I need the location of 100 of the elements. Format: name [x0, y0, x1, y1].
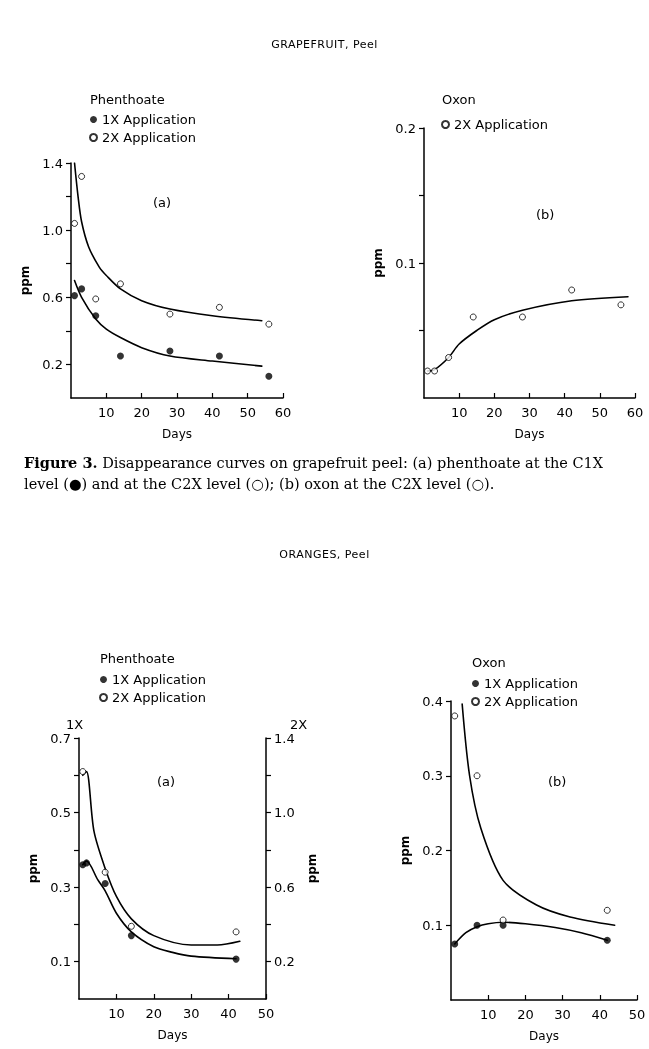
y-axis-title: ppm: [371, 248, 386, 278]
point: [518, 313, 526, 321]
annotation: (b): [536, 207, 555, 222]
point: [232, 928, 240, 936]
legend-label: 2X Application: [102, 130, 196, 145]
y-tick-label: 0.3: [50, 879, 71, 895]
x-tick-label: 20: [133, 405, 150, 420]
point: [451, 712, 459, 720]
x-axis-title: Days: [157, 1028, 188, 1042]
x-tick-label: 20: [145, 1006, 163, 1021]
y-tick-label: 1.4: [42, 155, 63, 171]
point: [568, 286, 576, 294]
legend-title: Phenthoate: [90, 92, 165, 107]
text: GRAPEFRUIT, Peel: [270, 38, 379, 51]
x-axis-title: Days: [529, 1029, 559, 1043]
x-tick-label: 50: [591, 405, 609, 420]
point: [603, 936, 611, 944]
x-tick-label: 30: [554, 1007, 571, 1022]
y-tick-label: 0.1: [395, 255, 416, 271]
y2-tick-label: 1.0: [274, 805, 295, 821]
point: [473, 921, 481, 929]
y-tick-label: 0.3: [422, 768, 443, 784]
line-series: [73, 279, 263, 367]
x-tick-label: 10: [479, 1007, 497, 1022]
text: ORANGES, Peel: [278, 548, 371, 561]
x-tick-label: 10: [108, 1006, 125, 1021]
y-tick-label: 0.1: [50, 954, 71, 970]
legend-label: 2X Application: [484, 694, 578, 709]
x-axis-title: Days: [162, 427, 192, 441]
x-tick-label: 30: [182, 1006, 200, 1021]
point: [127, 922, 135, 930]
x-tick-label: 60: [274, 405, 292, 420]
x-tick-label: 30: [168, 405, 186, 420]
y-axis-title: ppm: [18, 265, 33, 296]
x-tick-label: 30: [521, 405, 538, 420]
y-tick-label: 0.4: [422, 693, 443, 709]
y-tick-label: 0.1: [422, 917, 443, 933]
point: [92, 312, 100, 320]
point: [431, 367, 439, 375]
point: [166, 310, 174, 318]
point: [603, 906, 611, 914]
x-tick-label: 40: [556, 405, 573, 420]
point: [78, 285, 86, 293]
caption: Figure 3. Disappearance curves on grapefruit peel: (a) phenthoate at the C1X level (●) and at the C2X level (○); (b) oxon at the C2X level (○).: [24, 453, 605, 494]
annotation: (a): [153, 195, 172, 210]
x-tick-label: 60: [626, 405, 644, 420]
y2-tick-label: 1.4: [274, 730, 295, 746]
x-tick-label: 40: [220, 1006, 237, 1021]
x-tick-label: 20: [486, 405, 503, 420]
point: [265, 372, 273, 380]
x-axis-title: Days: [514, 427, 545, 441]
x-tick-label: 10: [450, 405, 468, 420]
legend-title: Phenthoate: [100, 651, 175, 666]
legend-label: 1X Application: [112, 672, 206, 687]
y-axis-title: ppm: [26, 853, 41, 884]
legend-title: Oxon: [472, 655, 506, 670]
point: [499, 916, 507, 924]
line-series: [81, 770, 241, 946]
point: [101, 879, 109, 887]
point: [92, 295, 100, 303]
x-tick-label: 40: [591, 1007, 609, 1022]
y-tick-label: 0.5: [50, 805, 71, 821]
point: [71, 292, 79, 300]
y-tick-label: 0.7: [50, 730, 71, 746]
x-tick-label: 50: [628, 1007, 646, 1022]
point: [116, 352, 124, 360]
x-tick-label: 50: [257, 1006, 275, 1021]
point: [215, 352, 223, 360]
y-tick-label: 1.0: [42, 222, 63, 238]
x-tick-label: 40: [204, 405, 221, 420]
point: [473, 772, 481, 780]
annotation: (a): [157, 774, 176, 789]
x-tick-label: 20: [517, 1007, 534, 1022]
legend-title: Oxon: [442, 92, 476, 107]
legend-label: 2X Application: [454, 117, 548, 132]
point: [127, 932, 135, 940]
text: 2X: [290, 717, 308, 732]
point: [424, 367, 432, 375]
y2-tick-label: 0.2: [274, 954, 295, 970]
legend-label: 1X Application: [102, 112, 196, 127]
point: [78, 172, 86, 180]
y-tick-label: 0.2: [422, 843, 443, 858]
y-tick-label: 0.6: [42, 289, 63, 305]
point: [451, 940, 459, 948]
point: [445, 354, 453, 361]
point: [469, 313, 477, 321]
y-axis-title: ppm: [398, 835, 413, 866]
annotation: (b): [548, 774, 567, 789]
point: [79, 768, 87, 776]
x-tick-label: 50: [239, 405, 256, 420]
point: [215, 303, 223, 311]
text: 1X: [66, 717, 84, 732]
point: [617, 301, 625, 309]
legend-label: 1X Application: [484, 676, 578, 691]
y2-tick-label: 0.6: [274, 879, 295, 895]
y2-axis-title: ppm: [304, 853, 319, 884]
point: [101, 868, 109, 876]
x-tick-label: 10: [98, 405, 115, 420]
point: [265, 320, 273, 328]
legend-label: 2X Application: [112, 690, 206, 705]
